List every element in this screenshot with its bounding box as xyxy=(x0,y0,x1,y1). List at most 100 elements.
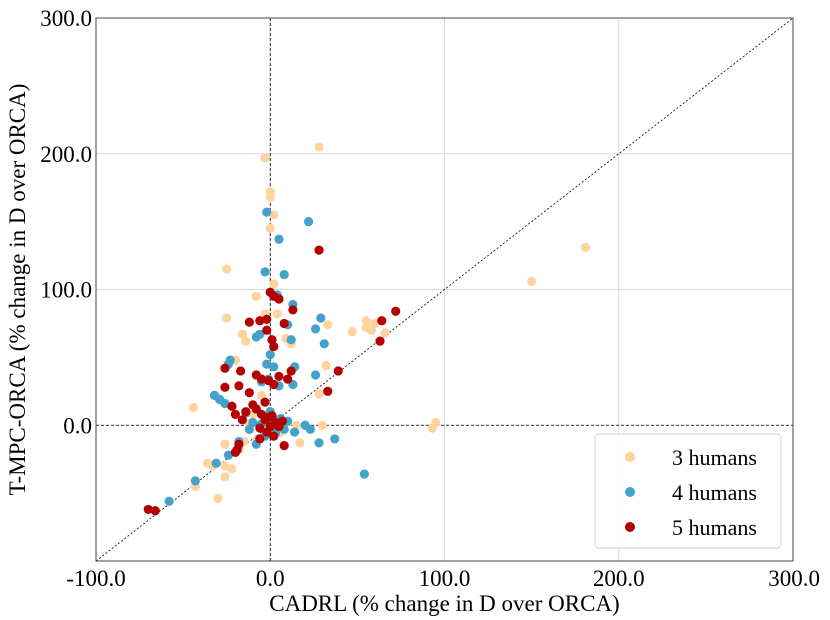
diagonal-line xyxy=(95,17,794,562)
y-tick-label: 200.0 xyxy=(40,142,92,167)
data-point xyxy=(255,316,265,326)
data-point xyxy=(227,401,237,411)
y-tick-label: 0.0 xyxy=(63,413,92,438)
data-point xyxy=(244,424,254,434)
legend-box xyxy=(594,433,782,549)
data-point xyxy=(143,504,153,515)
legend: 3 humans 4 humans 5 humans xyxy=(594,433,782,549)
legend-marker xyxy=(625,452,635,462)
data-point xyxy=(260,267,270,277)
data-point xyxy=(150,506,160,516)
data-point xyxy=(316,313,326,323)
data-point xyxy=(269,362,279,372)
data-point xyxy=(265,422,275,432)
data-point xyxy=(366,325,376,335)
data-point xyxy=(255,434,265,444)
data-point xyxy=(310,370,321,380)
data-point xyxy=(260,397,270,407)
data-point xyxy=(190,476,200,486)
data-point xyxy=(380,328,390,338)
data-point xyxy=(244,388,254,398)
data-point xyxy=(262,207,272,217)
data-point xyxy=(274,371,284,381)
data-point xyxy=(286,366,296,376)
data-point xyxy=(330,434,340,444)
data-point xyxy=(321,360,331,371)
data-point xyxy=(202,458,213,468)
data-point xyxy=(286,335,296,345)
data-point xyxy=(431,417,441,428)
data-point xyxy=(265,223,275,234)
data-point xyxy=(274,294,284,304)
x-tick-label: 200.0 xyxy=(593,566,645,591)
plot-frame xyxy=(95,17,794,562)
data-point xyxy=(370,318,380,329)
data-point xyxy=(220,382,230,392)
data-point xyxy=(251,291,261,301)
data-point xyxy=(222,313,232,323)
data-point xyxy=(305,424,315,434)
data-point xyxy=(227,464,237,474)
legend-label: 4 humans xyxy=(672,480,757,505)
data-point xyxy=(244,317,254,327)
data-point xyxy=(323,320,333,330)
data-point xyxy=(303,217,314,227)
data-point xyxy=(220,472,230,482)
data-point xyxy=(361,316,371,326)
data-point xyxy=(391,306,401,316)
data-point xyxy=(314,142,324,152)
data-point xyxy=(237,415,247,425)
data-point xyxy=(260,153,270,163)
data-point xyxy=(236,366,246,376)
data-point xyxy=(220,363,230,373)
data-point xyxy=(213,493,223,504)
data-point xyxy=(248,417,258,428)
data-point xyxy=(279,318,289,329)
data-point xyxy=(237,329,247,339)
data-point xyxy=(527,276,537,286)
data-point xyxy=(295,438,305,448)
data-point xyxy=(283,374,293,384)
data-point xyxy=(314,438,324,448)
data-point xyxy=(220,439,230,449)
data-point xyxy=(317,420,328,430)
data-point xyxy=(375,336,385,346)
x-tick-label: -100.0 xyxy=(66,566,125,591)
data-point xyxy=(188,403,199,413)
data-point xyxy=(359,469,369,479)
data-point xyxy=(581,242,591,253)
data-point xyxy=(310,324,321,334)
y-axis-label: T-MPC-ORCA (% change in D over ORCA) xyxy=(5,84,30,496)
data-point xyxy=(377,316,387,326)
legend-label: 3 humans xyxy=(672,445,757,470)
series-5-humans xyxy=(143,245,401,516)
data-point xyxy=(279,269,289,280)
data-point xyxy=(314,245,324,255)
x-tick-label: 0.0 xyxy=(256,566,285,591)
data-point xyxy=(241,407,251,417)
data-point xyxy=(164,496,174,506)
series-3-humans xyxy=(188,142,591,504)
data-point xyxy=(241,336,251,346)
data-point xyxy=(347,326,357,337)
data-point xyxy=(222,264,232,274)
data-point xyxy=(314,389,324,399)
data-point xyxy=(323,386,333,396)
data-point xyxy=(256,374,267,384)
data-point xyxy=(274,234,284,244)
data-point xyxy=(256,390,267,400)
y-tick-label: 100.0 xyxy=(40,278,92,303)
data-point xyxy=(265,192,275,202)
data-point xyxy=(220,398,230,409)
data-point xyxy=(262,325,272,335)
data-point xyxy=(269,379,279,390)
legend-label: 5 humans xyxy=(672,515,757,540)
x-tick-label: 100.0 xyxy=(419,566,471,591)
data-point xyxy=(319,339,329,349)
data-point xyxy=(211,458,221,468)
y-tick-label: 300.0 xyxy=(40,6,92,31)
data-point xyxy=(269,431,279,441)
data-point xyxy=(288,305,298,315)
legend-marker xyxy=(625,522,635,532)
